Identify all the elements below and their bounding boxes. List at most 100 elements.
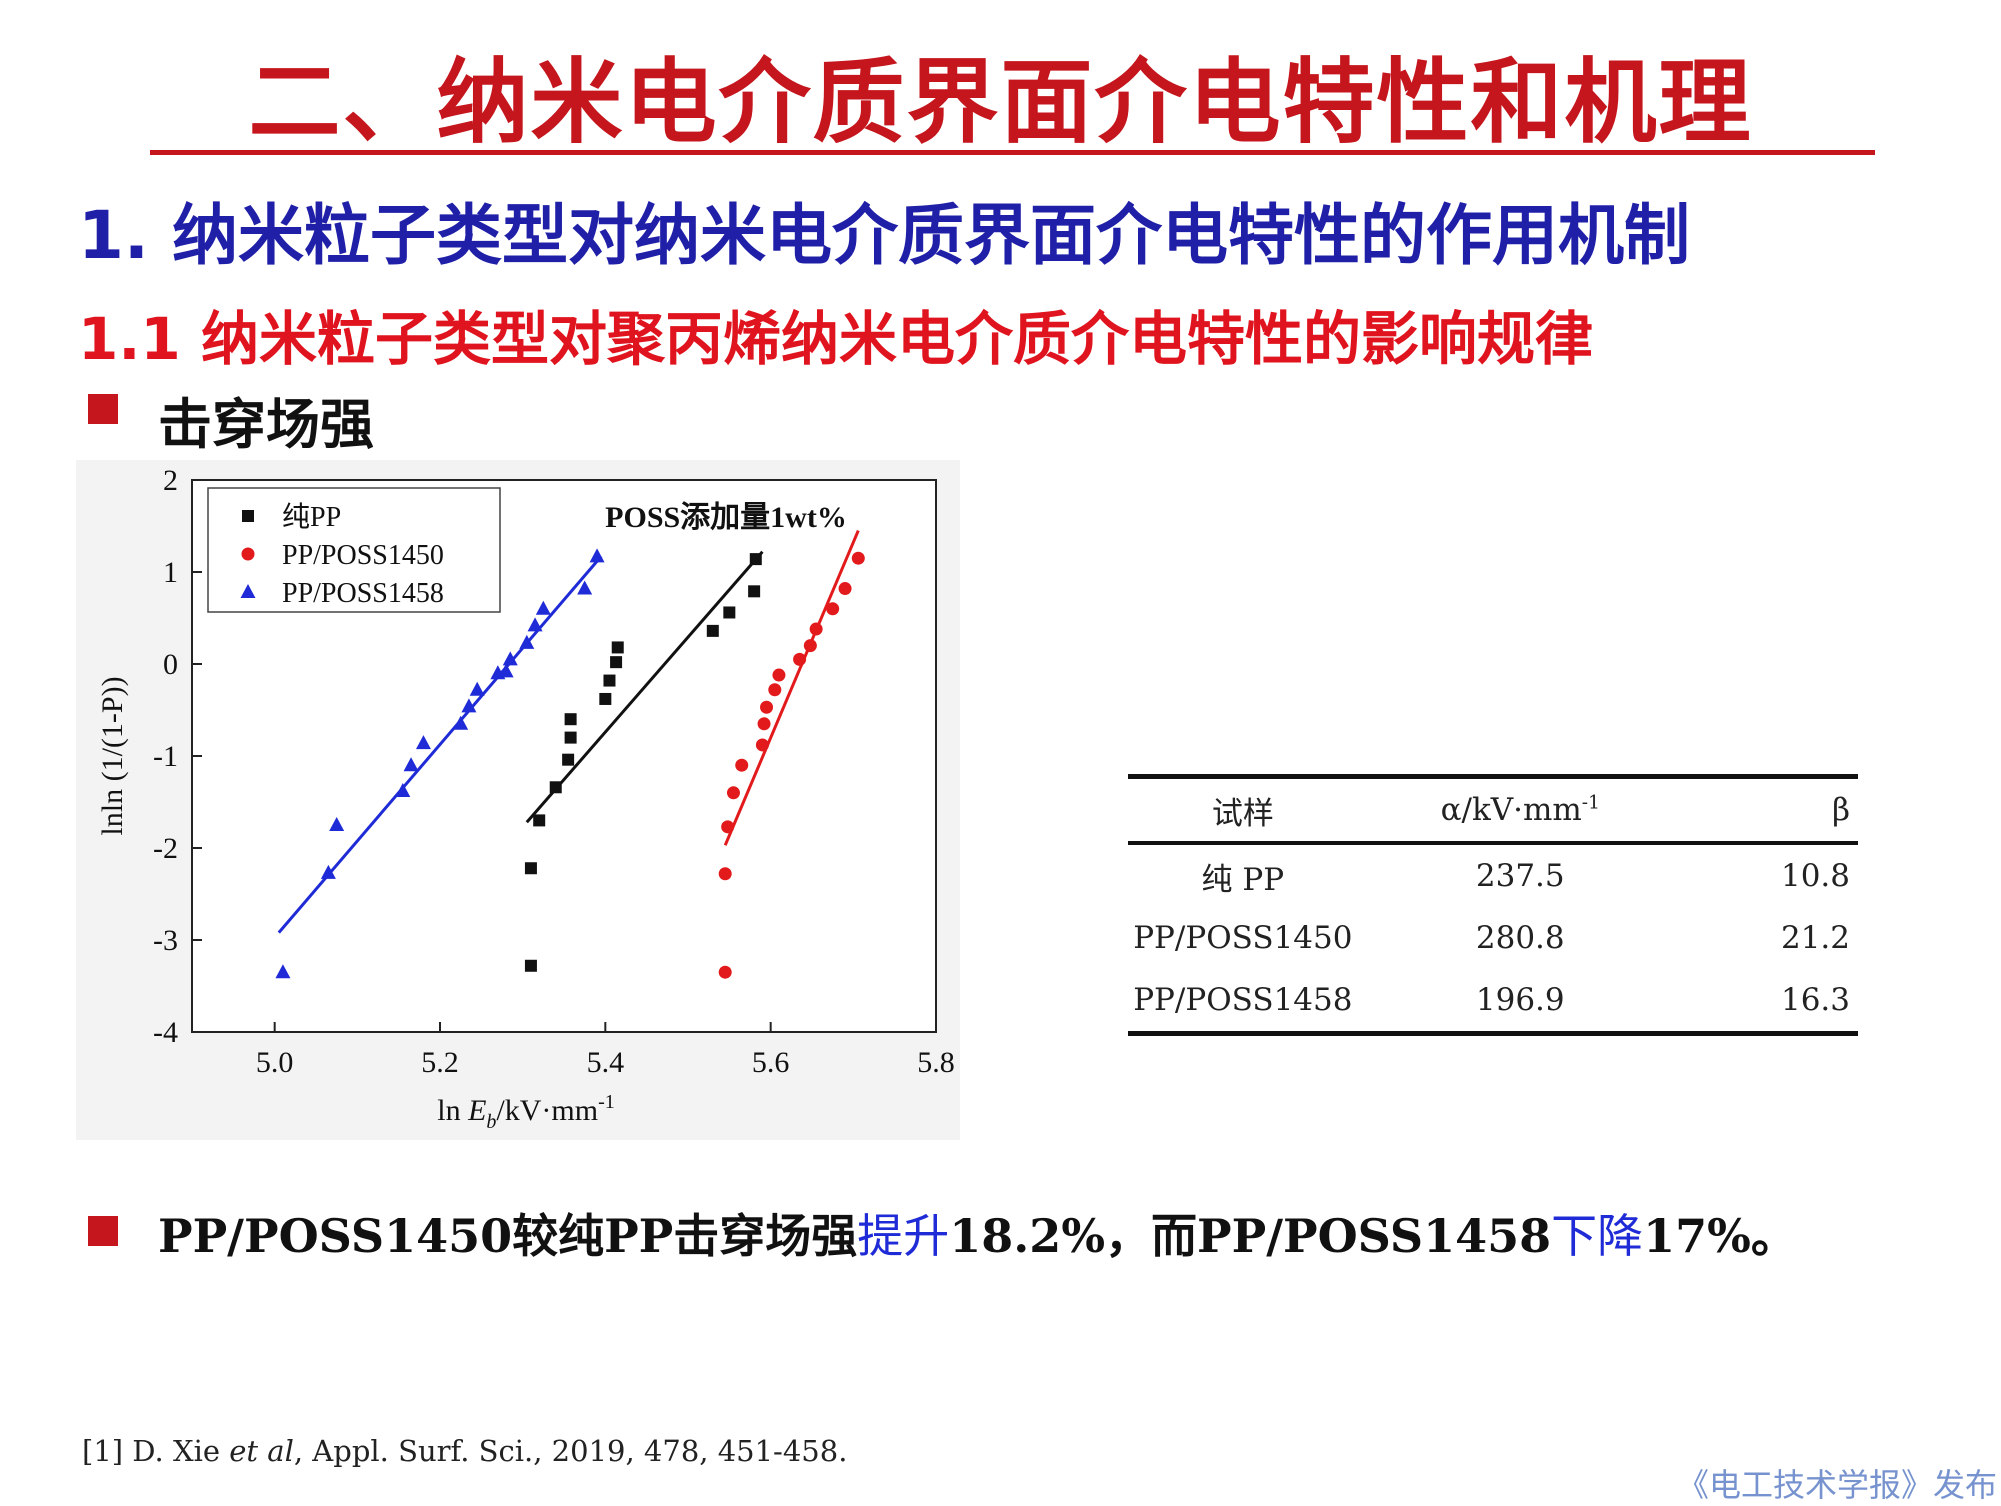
data-point-series-2 <box>803 639 817 653</box>
x-axis-label-sup: -1 <box>598 1091 615 1113</box>
data-point-series-3 <box>275 964 291 979</box>
chart-annotation: POSS添加量1wt% <box>605 501 847 534</box>
table-cell: PP/POSS1450 <box>1133 920 1353 956</box>
bullet-square-icon <box>88 394 118 424</box>
fit-line-series-1 <box>525 550 764 824</box>
conclusion-text: PP/POSS1450较纯PP击穿场强提升18.2%，而PP/POSS1458下… <box>158 1200 1797 1266</box>
y-tick-label: -2 <box>153 832 178 865</box>
data-point-series-3 <box>403 757 419 772</box>
table-header-alpha: α/kV·mm-1 <box>1357 774 1683 845</box>
y-tick-label: 0 <box>163 648 178 681</box>
table-cell: PP/POSS1458 <box>1128 969 1358 1036</box>
data-point-series-1 <box>533 814 546 827</box>
data-point-series-2 <box>793 652 807 666</box>
data-point-series-2 <box>721 820 735 834</box>
weibull-parameter-table: 试样 α/kV·mm-1 β 纯 PP 237.5 10.8 PP/POSS14… <box>1128 774 1858 1036</box>
data-point-series-3 <box>577 580 593 595</box>
x-axis-label-prefix: ln <box>437 1094 468 1127</box>
reference-part: , Appl. Surf. Sci., 2019, 478, 451-458. <box>293 1434 848 1468</box>
data-point-series-2 <box>851 551 865 565</box>
data-point-series-3 <box>535 600 551 615</box>
data-point-series-1 <box>549 781 562 794</box>
data-point-series-2 <box>760 700 774 714</box>
fit-line-series-3 <box>277 555 603 934</box>
y-tick-label: 2 <box>163 464 178 497</box>
y-tick-label: 1 <box>163 556 178 589</box>
x-axis-label-sub: b <box>486 1111 496 1133</box>
data-point-series-1 <box>524 862 537 875</box>
conclusion-decrease: 下降 <box>1551 1209 1644 1263</box>
weibull-chart: 5.0 5.2 5.4 5.6 5.8 2 1 0 -1 -2 -3 -4 纯PP PP/POSS145… <box>76 460 960 1140</box>
data-point-series-2 <box>735 758 749 772</box>
table-cell: 280.8 <box>1475 920 1565 956</box>
y-axis-label: lnln (1/(1-P)) <box>96 676 129 835</box>
legend-label-series-2: PP/POSS1450 <box>282 540 444 571</box>
bullet-breakdown-strength: 击穿场强 <box>158 393 374 456</box>
data-point-series-2 <box>718 965 732 979</box>
table-header-beta: β <box>1682 774 1858 845</box>
data-point-series-2 <box>772 668 786 682</box>
table-row: 纯 PP 237.5 10.8 <box>1128 843 1858 907</box>
table-cell: 196.9 <box>1357 969 1683 1036</box>
x-tick-label: 5.8 <box>917 1046 955 1079</box>
title-divider <box>150 150 1875 155</box>
data-point-series-2 <box>726 786 740 800</box>
conclusion-part: 17%。 <box>1643 1209 1797 1263</box>
data-point-series-2 <box>755 738 769 752</box>
reference-part: [1] D. Xie <box>82 1434 230 1468</box>
data-point-series-3 <box>453 715 469 730</box>
fit-line-series-2 <box>723 530 860 846</box>
table-cell: 16.3 <box>1682 969 1858 1036</box>
data-point-series-2 <box>809 622 823 636</box>
x-tick-label: 5.6 <box>752 1046 790 1079</box>
data-point-series-1 <box>524 959 537 972</box>
conclusion-part: PP/POSS1450较纯PP击穿场强 <box>158 1209 858 1263</box>
data-point-series-2 <box>768 683 782 697</box>
x-axis-label: ln Eb/kV·mm-1 <box>437 1091 615 1133</box>
data-point-series-1 <box>749 553 762 566</box>
legend-marker-series-3 <box>240 584 256 598</box>
legend-label-series-3: PP/POSS1458 <box>282 578 444 609</box>
data-point-series-2 <box>757 717 771 731</box>
table-header-alpha-sup: -1 <box>1581 792 1600 814</box>
data-point-series-3 <box>527 617 543 632</box>
table-cell: 237.5 <box>1475 858 1565 894</box>
data-point-series-2 <box>718 867 732 881</box>
table-cell: 21.2 <box>1780 920 1850 956</box>
watermark: 《电工技术学报》发布 <box>1676 1466 1997 1504</box>
data-point-series-1 <box>603 674 616 687</box>
legend-label-series-1: 纯PP <box>282 501 341 533</box>
x-tick-label: 5.2 <box>421 1046 459 1079</box>
data-point-series-3 <box>395 782 411 797</box>
conclusion-part: 18.2%，而PP/POSS1458 <box>949 1209 1552 1263</box>
data-point-series-1 <box>564 713 577 726</box>
data-point-series-1 <box>599 692 612 705</box>
data-point-series-1 <box>748 585 761 598</box>
reference: [1] D. Xie et al, Appl. Surf. Sci., 2019… <box>82 1434 847 1468</box>
reference-italic: et al <box>229 1434 294 1468</box>
bullet-square-icon <box>88 1216 118 1246</box>
x-tick-label: 5.4 <box>587 1046 625 1079</box>
x-tick-label: 5.0 <box>256 1046 294 1079</box>
page-title: 二、纳米电介质界面介电特性和机理 <box>248 49 1753 156</box>
legend-marker-series-1 <box>242 510 254 522</box>
subsection-heading: 1.1 纳米粒子类型对聚丙烯纳米电介质介电特性的影响规律 <box>78 305 1593 373</box>
conclusion-increase: 提升 <box>857 1209 950 1263</box>
y-tick-label: -3 <box>153 924 178 957</box>
y-tick-label: -4 <box>153 1016 178 1049</box>
data-point-series-1 <box>562 753 575 766</box>
x-axis-label-var: E <box>467 1094 486 1127</box>
y-tick-label: -1 <box>153 740 178 773</box>
table-header-sample: 试样 <box>1128 774 1358 845</box>
section-heading: 1. 纳米粒子类型对纳米电介质界面介电特性的作用机制 <box>78 197 1690 274</box>
x-axis-label-unit: /kV·mm <box>496 1094 598 1127</box>
data-point-series-1 <box>610 656 623 669</box>
table-cell: 10.8 <box>1780 858 1850 894</box>
data-point-series-3 <box>502 651 518 666</box>
data-point-series-3 <box>498 663 514 678</box>
data-point-series-1 <box>723 606 736 619</box>
data-point-series-3 <box>461 698 477 713</box>
table-header-alpha-text: α/kV·mm <box>1440 792 1582 828</box>
legend-box <box>207 487 501 613</box>
legend-marker-series-2 <box>241 547 255 561</box>
